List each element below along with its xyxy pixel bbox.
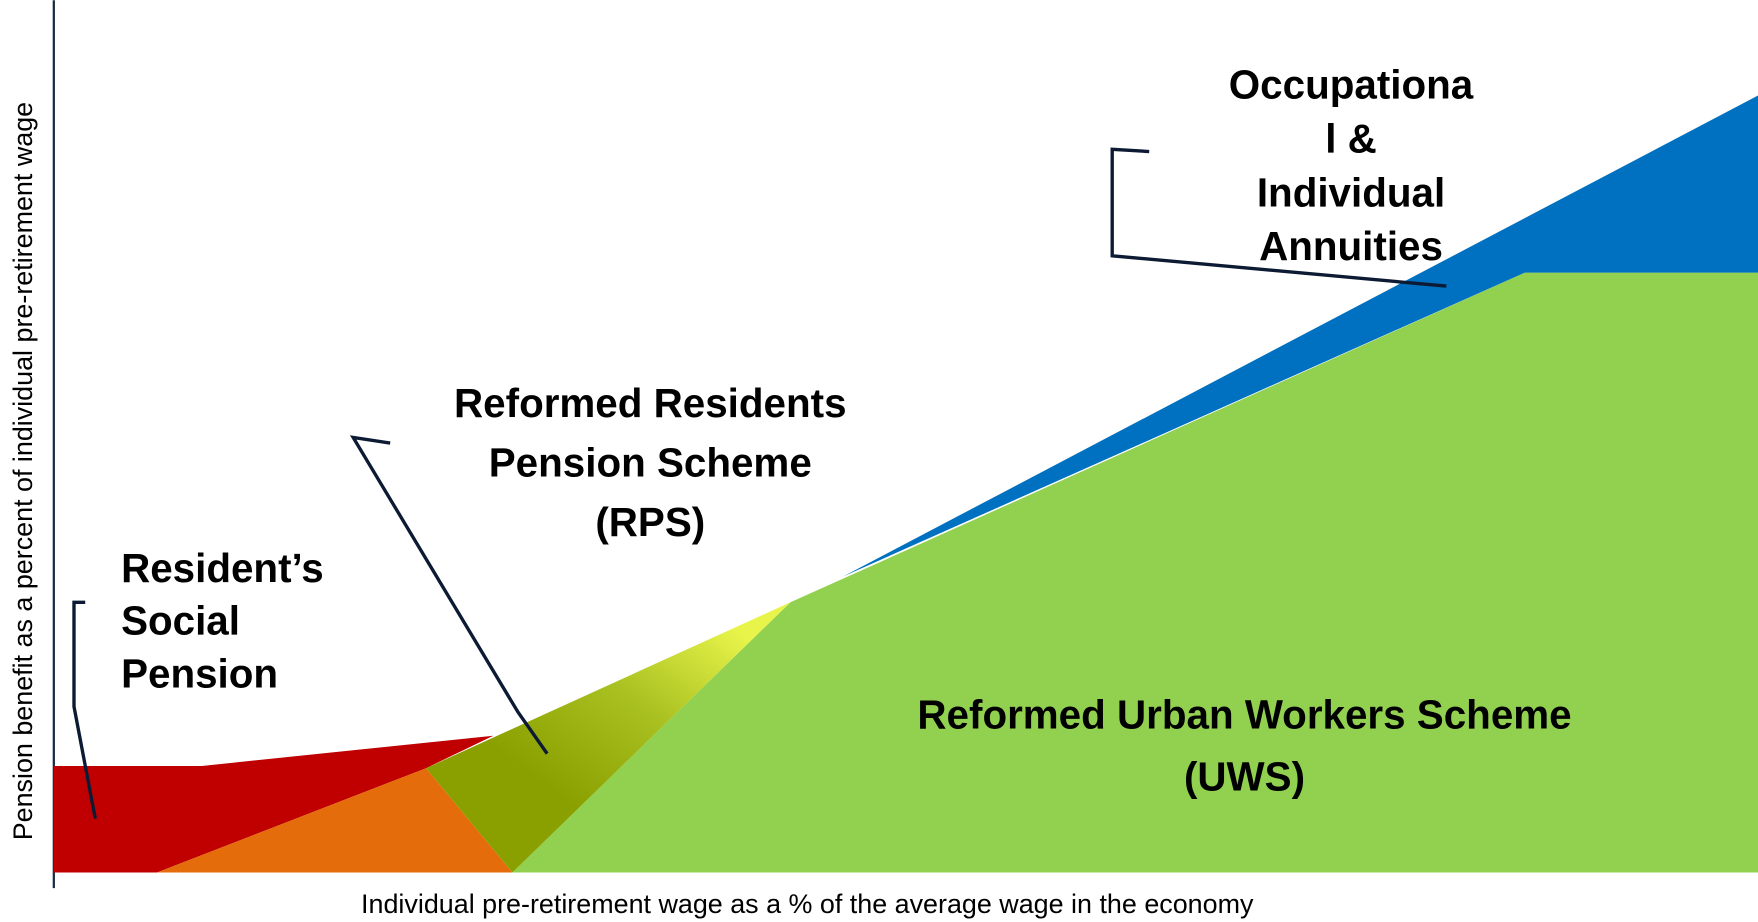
- y-axis-label: Pension benefit as a percent of individu…: [8, 102, 38, 840]
- bracket: [1110, 147, 1447, 288]
- region-label: Reformed Residents Pension Scheme (RPS): [454, 380, 846, 545]
- label-line: Reformed Urban Workers Scheme: [917, 691, 1571, 737]
- social-pension-area: [53, 735, 494, 873]
- bracket: [72, 600, 97, 819]
- region-label: Reformed Urban Workers Scheme (UWS): [917, 691, 1571, 799]
- label-line: Resident’s: [121, 545, 324, 591]
- label-line: Pension: [121, 650, 278, 696]
- overlap-area: [156, 768, 513, 873]
- uws-area: [512, 272, 1758, 873]
- region-label: Resident’s Social Pension: [121, 545, 324, 696]
- rps-area: [426, 602, 791, 873]
- annuities-area: [843, 95, 1758, 577]
- label-line: Occupationa: [1229, 61, 1474, 107]
- label-line: (RPS): [595, 499, 705, 545]
- label-line: Social: [121, 597, 240, 643]
- label-line: Pension Scheme: [489, 439, 812, 485]
- bracket: [349, 435, 549, 755]
- label-line: l &: [1325, 115, 1377, 161]
- region-label: Occupationa l & Individual Annuities: [1229, 61, 1474, 268]
- label-line: Individual: [1257, 169, 1445, 215]
- x-axis-label: Individual pre-retirement wage as a % of…: [361, 889, 1254, 919]
- label-line: (UWS): [1184, 753, 1305, 799]
- label-line: Reformed Residents: [454, 380, 846, 426]
- label-line: Annuities: [1259, 223, 1443, 269]
